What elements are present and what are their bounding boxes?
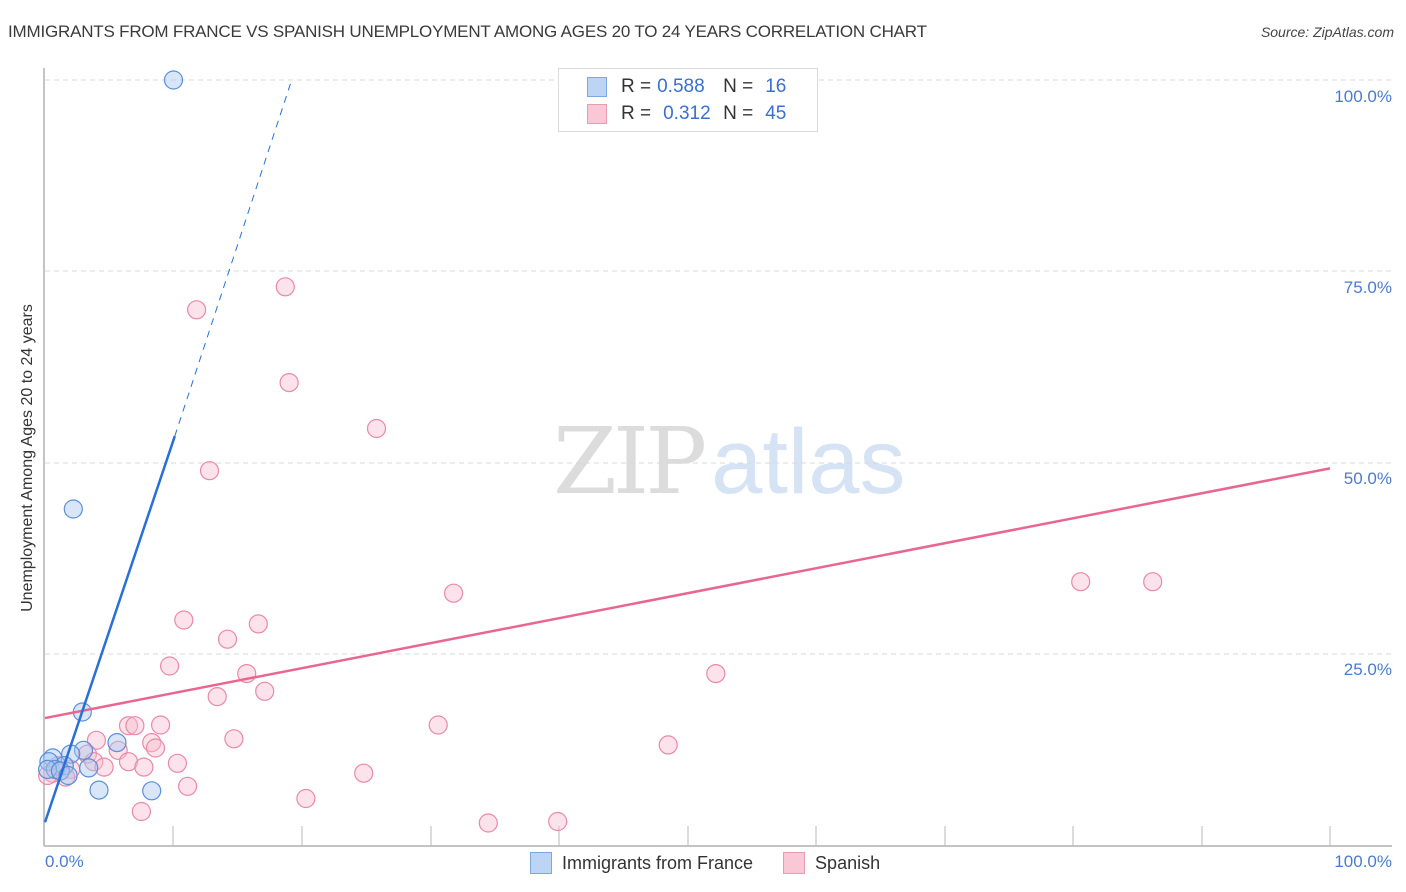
france-points xyxy=(37,70,184,801)
data-point xyxy=(217,629,238,649)
data-point xyxy=(79,758,99,778)
n-value: 45 xyxy=(765,103,787,124)
spanish-points xyxy=(37,70,1163,833)
data-point xyxy=(279,373,299,393)
axes xyxy=(43,68,1392,847)
france-trend-extension xyxy=(174,83,291,437)
data-point xyxy=(107,732,127,753)
data-point xyxy=(163,70,184,90)
y-axis-label: Unemployment Among Ages 20 to 24 years xyxy=(19,304,36,612)
data-point xyxy=(89,780,109,800)
data-point xyxy=(248,614,268,634)
data-point xyxy=(275,277,295,297)
data-point xyxy=(187,300,207,320)
watermark-atlas: atlas xyxy=(711,411,906,513)
correlation-legend: R = 0.588 N = 16 R = 0.312 N = 45 xyxy=(558,68,818,132)
data-point xyxy=(548,811,568,832)
data-point xyxy=(428,715,448,735)
data-point xyxy=(160,656,180,676)
gridlines xyxy=(45,79,1392,655)
data-point xyxy=(63,499,83,519)
data-point xyxy=(199,461,220,481)
y-tick-100: 100.0% xyxy=(1334,87,1392,106)
n-value: 16 xyxy=(765,76,787,97)
r-value: 0.312 xyxy=(663,103,711,124)
r-label: R = xyxy=(621,103,652,124)
data-point xyxy=(86,730,107,750)
data-point xyxy=(151,715,171,735)
spanish-swatch-icon xyxy=(783,852,806,874)
legend-row-france: R = 0.588 N = 16 xyxy=(587,75,786,99)
data-point xyxy=(145,738,166,758)
x-minor-ticks xyxy=(172,826,1331,846)
france-swatch-icon xyxy=(587,77,607,97)
data-point xyxy=(142,732,162,753)
data-point xyxy=(178,776,198,796)
data-point xyxy=(706,663,726,684)
x-tick-100: 100.0% xyxy=(1334,852,1392,871)
r-label: R = xyxy=(621,76,652,97)
chart-title: IMMIGRANTS FROM FRANCE VS SPANISH UNEMPL… xyxy=(8,22,927,41)
y-tick-25: 25.0% xyxy=(1343,660,1392,679)
n-label: N = xyxy=(723,103,754,124)
data-point xyxy=(207,686,227,707)
data-point xyxy=(58,765,78,786)
data-point xyxy=(174,610,194,630)
france-trend-line xyxy=(43,435,176,823)
source-label: Source: ZipAtlas.com xyxy=(1260,24,1394,40)
series-legend: Immigrants from France Spanish xyxy=(530,852,910,874)
data-point xyxy=(118,716,139,736)
data-point xyxy=(142,781,162,801)
legend-label-spanish: Spanish xyxy=(815,852,881,873)
data-point xyxy=(444,583,464,603)
zipatlas-watermark: ZIPatlas xyxy=(553,408,906,515)
data-point xyxy=(224,729,244,749)
data-point xyxy=(1071,572,1091,592)
data-point xyxy=(296,788,316,809)
x-tick-0: 0.0% xyxy=(45,852,84,871)
y-tick-50: 50.0% xyxy=(1343,469,1392,488)
data-point xyxy=(118,752,139,772)
data-point xyxy=(167,753,187,773)
data-point xyxy=(134,757,154,777)
data-point xyxy=(658,735,678,755)
france-swatch-icon xyxy=(530,852,552,874)
legend-label-france: Immigrants from France xyxy=(562,852,754,873)
spanish-trend-line xyxy=(44,467,1331,720)
data-point xyxy=(478,813,498,833)
data-point xyxy=(255,681,275,701)
data-point xyxy=(1143,572,1163,592)
n-label: N = xyxy=(723,76,754,97)
legend-item-france[interactable]: Immigrants from France xyxy=(530,852,753,874)
legend-item-spanish[interactable]: Spanish xyxy=(783,852,880,874)
y-tick-75: 75.0% xyxy=(1343,278,1392,297)
data-point xyxy=(125,716,145,736)
r-value: 0.588 xyxy=(657,76,705,97)
data-point xyxy=(94,757,114,777)
data-point xyxy=(366,418,387,439)
legend-row-spanish: R = 0.312 N = 45 xyxy=(587,102,786,126)
spanish-swatch-icon xyxy=(587,104,607,124)
data-point xyxy=(131,801,151,822)
watermark-zip: ZIP xyxy=(553,408,707,515)
data-point xyxy=(73,740,94,760)
data-point xyxy=(354,763,374,783)
